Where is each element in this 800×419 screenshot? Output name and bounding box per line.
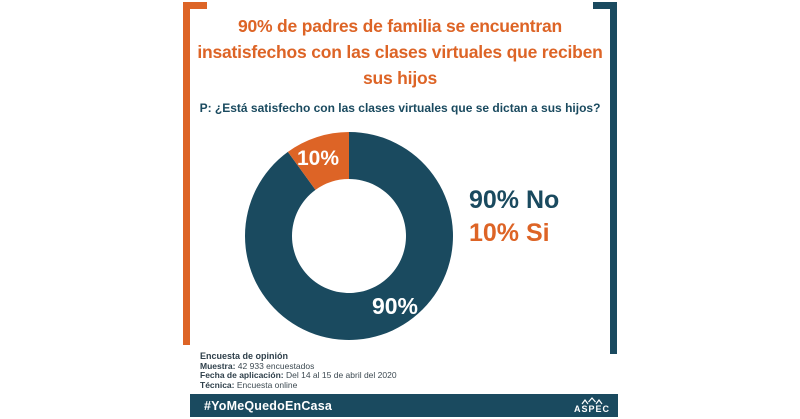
aspec-logo: ASPEC [574, 397, 610, 414]
legend-item-si: 10% Si [469, 219, 550, 247]
methodology-block: Encuesta de opinión Muestra: 42 933 encu… [200, 351, 397, 391]
footnote-value: 42 933 encuestados [235, 360, 315, 371]
legend-item-no: 90% No [469, 186, 560, 214]
title-line-1: 90% de padres de familia se encuentran [237, 16, 563, 36]
donut-chart: 10% 90% [243, 130, 455, 342]
donut-chart-svg: 10% 90% [244, 132, 453, 340]
slice-label-no: 90% [372, 293, 418, 319]
donut-slice-si [287, 132, 349, 190]
donut-slice-no [244, 132, 453, 340]
footnote-row-technique: Técnica: Encuesta online [200, 379, 397, 391]
footnote-label: Fecha de aplicación: [200, 370, 284, 381]
footnote-value: Encuesta online [234, 379, 298, 390]
hashtag-label: #YoMeQuedoEnCasa [204, 398, 332, 413]
frame-top-left-corner [183, 2, 207, 9]
aspec-logo-figures-icon [581, 397, 603, 405]
aspec-logo-text: ASPEC [573, 404, 610, 414]
page-title: 90% de padres de familia se encuentran i… [185, 13, 615, 91]
frame-top-right-corner [593, 2, 617, 9]
footnote-label: Muestra: [200, 360, 236, 371]
footer-bar: #YoMeQuedoEnCasa ASPEC [190, 394, 618, 417]
frame-right-bar [610, 2, 617, 354]
title-line-3: sus hijos [362, 68, 438, 88]
title-line-2: insatisfechos con las clases virtuales q… [197, 42, 603, 62]
frame-left-bar [183, 2, 190, 345]
footnote-label: Técnica: [200, 379, 235, 390]
footnote-value: Del 14 al 15 de abril del 2020 [283, 370, 397, 381]
footnote-row-date: Fecha de aplicación: Del 14 al 15 de abr… [200, 370, 397, 381]
footnote-row-sample: Muestra: 42 933 encuestados [200, 360, 397, 372]
footnote-heading: Encuesta de opinión [200, 351, 289, 361]
chart-legend: 90% No 10% Si [469, 184, 559, 250]
survey-question: P: ¿Está satisfecho con las clases virtu… [199, 101, 601, 115]
slice-label-si: 10% [297, 147, 339, 170]
